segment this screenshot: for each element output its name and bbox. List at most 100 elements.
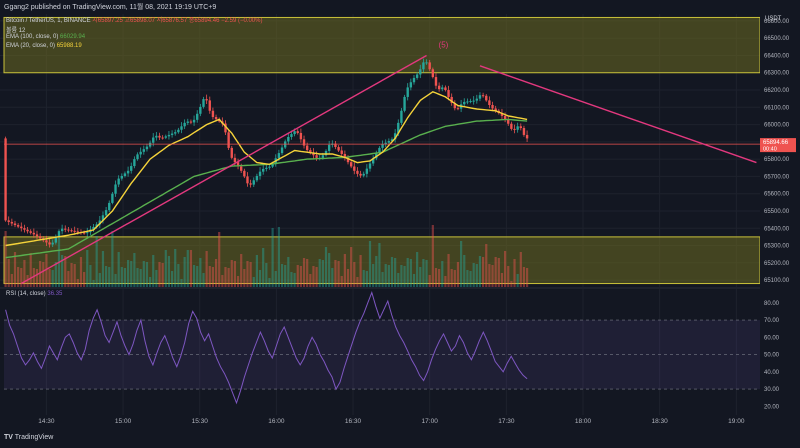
volume-bar [32, 268, 35, 287]
tradingview-logo[interactable]: TV TradingView [4, 434, 53, 441]
time-tick-label: 16:00 [268, 418, 285, 425]
candle-body [133, 159, 136, 167]
candle [488, 96, 491, 109]
candle [126, 166, 130, 177]
volume-bar [211, 267, 215, 287]
volume-bar [293, 273, 296, 287]
candle [145, 143, 149, 152]
candle [406, 83, 409, 101]
ema20-label: EMA (20, close, 0) [6, 43, 56, 49]
candle-body [302, 139, 306, 146]
volume-bar [64, 256, 67, 287]
volume-bar [73, 264, 76, 287]
candle [164, 134, 167, 140]
volume-bar [365, 271, 368, 287]
candle [337, 145, 340, 153]
candle [67, 226, 70, 233]
candle-body [16, 225, 20, 227]
candle-body [35, 234, 39, 237]
volume-bar [525, 268, 529, 287]
ema100-legend[interactable]: EMA (100, close, 0) 66029.94 [6, 34, 85, 40]
candle-body [419, 69, 422, 75]
candle [167, 130, 171, 140]
candle-body [403, 96, 406, 111]
candle-body [510, 123, 513, 129]
volume-legend[interactable]: 볼륨 12 [6, 25, 25, 34]
volume-bar [516, 274, 519, 287]
time-tick-label: 16:30 [345, 418, 362, 425]
volume-bar [236, 276, 240, 287]
volume-bar [258, 270, 262, 287]
candle-body [23, 228, 26, 230]
ema20-line[interactable] [5, 91, 528, 247]
candle [472, 96, 475, 105]
trendline[interactable] [479, 65, 757, 164]
volume-label: 볼륨 12 [6, 28, 26, 34]
candle-body [233, 157, 237, 163]
volume-bar [390, 257, 394, 287]
candle-body [73, 230, 76, 232]
candle [252, 177, 255, 187]
volume-bar [328, 253, 331, 287]
volume-bar [105, 266, 108, 287]
volume-bar [7, 259, 10, 287]
candle-body [453, 102, 457, 109]
price-tick-label: 66500.00 [764, 36, 790, 42]
candle-body [437, 85, 441, 90]
symbol-legend[interactable]: Bitcoin / TetherUS, 1, BINANCE 시65897.25… [6, 15, 262, 24]
volume-bar [98, 273, 101, 287]
volume-bar [230, 260, 233, 287]
volume-bar [416, 252, 419, 287]
volume-bar [274, 271, 277, 287]
volume-bar [70, 263, 73, 287]
candle-body [472, 100, 475, 102]
candle-body [26, 229, 29, 232]
volume-bar [331, 268, 334, 287]
rsi-pane[interactable] [0, 289, 760, 415]
rsi-legend[interactable]: RSI (14, close) 36.35 [6, 291, 62, 297]
candle [114, 180, 117, 197]
candle [365, 164, 369, 178]
candle-body [224, 123, 227, 133]
price-axis[interactable] [760, 0, 800, 448]
highlight-zone[interactable] [3, 16, 761, 74]
candle-body [340, 150, 343, 154]
candle-body [447, 90, 450, 97]
candle-body [412, 77, 416, 83]
ema20-legend[interactable]: EMA (20, close, 0) 65988.19 [6, 43, 82, 49]
candle [478, 92, 482, 102]
volume-bar [500, 273, 504, 287]
candle [230, 146, 233, 160]
volume-bar [321, 260, 324, 287]
volume-bar [387, 265, 390, 287]
candle [485, 94, 488, 102]
trendline[interactable] [20, 54, 427, 285]
candle-body [174, 132, 177, 134]
candle [180, 122, 183, 134]
candle [466, 98, 469, 105]
candle [522, 125, 526, 137]
volume-bar [309, 274, 312, 287]
volume-bar [167, 256, 171, 287]
volume-bar [35, 269, 39, 287]
volume-bar [290, 272, 293, 287]
candle [356, 167, 359, 177]
volume-bar [425, 260, 428, 287]
candle [29, 229, 32, 235]
volume-bar [438, 269, 441, 287]
wave-label: (5) [439, 40, 449, 49]
volume-bar [243, 269, 246, 287]
candle-body [428, 62, 431, 70]
candle [349, 160, 353, 169]
candle-body [478, 95, 482, 99]
candle [202, 96, 205, 109]
candle [419, 64, 422, 79]
candle [428, 59, 431, 72]
rsi-line[interactable] [5, 290, 528, 405]
candle-body [202, 99, 205, 107]
volume-bar [23, 260, 26, 287]
candle-body [192, 119, 196, 123]
price-badge[interactable] [760, 138, 796, 153]
candle [302, 135, 306, 149]
